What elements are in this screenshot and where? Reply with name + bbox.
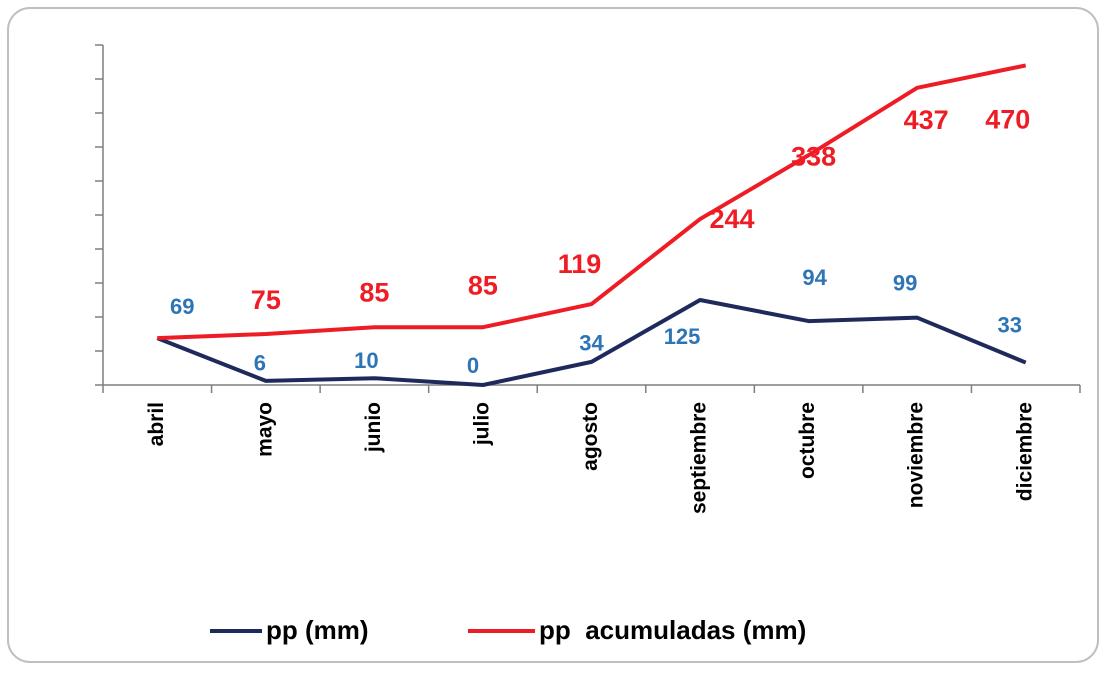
x-tick-label: mayo (253, 402, 276, 457)
data-label: 437 (904, 105, 949, 135)
x-tick-label: septiembre (688, 402, 711, 514)
x-tick-label: abril (145, 402, 168, 446)
data-label: 10 (354, 348, 378, 373)
data-label: 244 (710, 204, 755, 234)
data-label: 85 (359, 277, 389, 307)
chart-frame (7, 7, 1099, 663)
data-label: 34 (579, 331, 604, 356)
x-tick-label: noviembre (905, 402, 928, 508)
data-label: 338 (791, 141, 836, 171)
data-label: 33 (997, 312, 1021, 337)
series-line (156, 298, 1027, 387)
data-label: 125 (664, 324, 701, 349)
data-label: 69 (170, 294, 194, 319)
legend-label: pp acumuladas (mm) (539, 615, 806, 645)
x-tick-label: agosto (579, 402, 602, 471)
data-label: 94 (802, 265, 827, 290)
data-label: 0 (467, 353, 479, 378)
data-label: 75 (251, 285, 281, 315)
data-label: 85 (468, 270, 498, 300)
x-tick-label: octubre (796, 402, 819, 479)
x-tick-label: junio (362, 402, 385, 453)
data-label: 6 (254, 351, 266, 376)
x-tick-label: julio (470, 402, 493, 446)
series-line (157, 63, 1027, 341)
legend-label: pp (mm) (266, 615, 369, 645)
data-label: 470 (985, 105, 1030, 135)
data-label: 99 (893, 270, 917, 295)
data-label: 119 (558, 249, 602, 279)
x-tick-label: diciembre (1013, 402, 1036, 501)
